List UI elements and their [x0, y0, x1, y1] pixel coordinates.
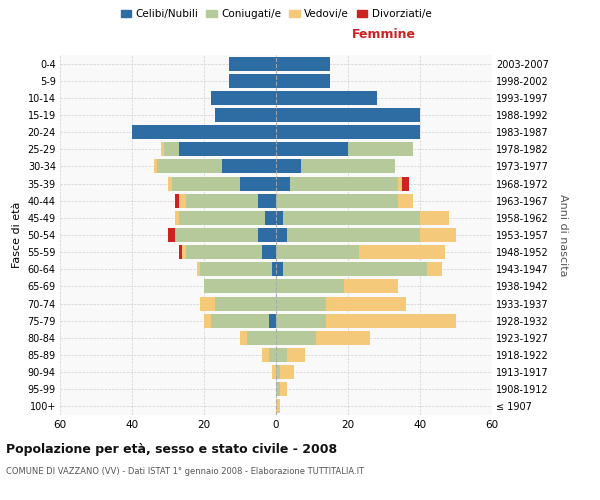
Bar: [200, 262, 272, 276]
Bar: [211, 314, 269, 328]
Bar: [398, 176, 402, 190]
Bar: [215, 296, 276, 310]
Bar: [262, 348, 269, 362]
Bar: [200, 296, 215, 310]
Bar: [420, 211, 449, 225]
Bar: [211, 91, 276, 105]
Bar: [276, 160, 301, 173]
Bar: [204, 280, 276, 293]
Bar: [229, 56, 276, 70]
Bar: [269, 348, 276, 362]
Bar: [402, 176, 409, 190]
Bar: [222, 160, 276, 173]
Bar: [276, 314, 326, 328]
Bar: [276, 296, 326, 310]
Bar: [326, 314, 456, 328]
Bar: [276, 331, 316, 345]
Text: Popolazione per età, sesso e stato civile - 2008: Popolazione per età, sesso e stato civil…: [6, 442, 337, 456]
Text: COMUNE DI VAZZANO (VV) - Dati ISTAT 1° gennaio 2008 - Elaborazione TUTTITALIA.IT: COMUNE DI VAZZANO (VV) - Dati ISTAT 1° g…: [6, 468, 364, 476]
Bar: [326, 296, 406, 310]
Bar: [276, 74, 330, 88]
Bar: [398, 194, 413, 207]
Bar: [269, 314, 276, 328]
Bar: [280, 365, 294, 379]
Bar: [276, 211, 283, 225]
Bar: [272, 365, 276, 379]
Bar: [157, 160, 222, 173]
Bar: [276, 176, 290, 190]
Bar: [262, 245, 276, 259]
Bar: [276, 228, 287, 242]
Bar: [179, 142, 276, 156]
Bar: [272, 262, 276, 276]
Bar: [179, 245, 182, 259]
Bar: [186, 245, 262, 259]
Bar: [132, 125, 276, 139]
Bar: [247, 331, 276, 345]
Bar: [175, 194, 179, 207]
Bar: [154, 160, 157, 173]
Bar: [276, 194, 398, 207]
Bar: [179, 211, 265, 225]
Bar: [161, 142, 164, 156]
Bar: [276, 56, 330, 70]
Bar: [276, 142, 348, 156]
Bar: [175, 211, 179, 225]
Bar: [204, 314, 211, 328]
Bar: [258, 228, 276, 242]
Y-axis label: Fasce di età: Fasce di età: [12, 202, 22, 268]
Bar: [240, 176, 276, 190]
Bar: [215, 108, 276, 122]
Bar: [344, 280, 398, 293]
Bar: [359, 245, 445, 259]
Bar: [276, 108, 420, 122]
Bar: [283, 262, 427, 276]
Bar: [186, 194, 258, 207]
Y-axis label: Anni di nascita: Anni di nascita: [559, 194, 568, 276]
Bar: [301, 160, 395, 173]
Bar: [287, 228, 420, 242]
Bar: [276, 348, 287, 362]
Bar: [276, 262, 283, 276]
Bar: [182, 245, 186, 259]
Bar: [290, 176, 398, 190]
Bar: [276, 382, 280, 396]
Bar: [229, 74, 276, 88]
Bar: [258, 194, 276, 207]
Bar: [348, 142, 413, 156]
Bar: [283, 211, 420, 225]
Bar: [179, 194, 186, 207]
Bar: [276, 400, 280, 413]
Bar: [168, 176, 172, 190]
Bar: [280, 382, 287, 396]
Bar: [287, 348, 305, 362]
Legend: Celibi/Nubili, Coniugati/e, Vedovi/e, Divorziati/e: Celibi/Nubili, Coniugati/e, Vedovi/e, Di…: [116, 5, 436, 24]
Bar: [168, 228, 175, 242]
Bar: [276, 91, 377, 105]
Bar: [276, 280, 344, 293]
Bar: [175, 228, 258, 242]
Bar: [427, 262, 442, 276]
Bar: [420, 228, 456, 242]
Bar: [172, 176, 240, 190]
Bar: [276, 245, 359, 259]
Bar: [276, 365, 280, 379]
Bar: [265, 211, 276, 225]
Bar: [197, 262, 200, 276]
Bar: [240, 331, 247, 345]
Bar: [164, 142, 179, 156]
Text: Femmine: Femmine: [352, 28, 416, 40]
Bar: [316, 331, 370, 345]
Bar: [276, 125, 420, 139]
